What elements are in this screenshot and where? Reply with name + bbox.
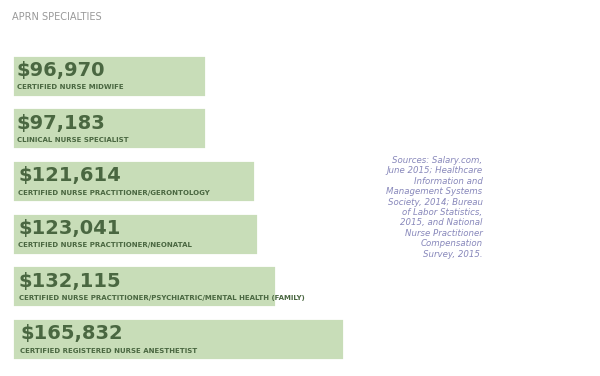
Text: $96,970: $96,970 — [17, 61, 106, 80]
FancyBboxPatch shape — [12, 318, 344, 360]
Text: CERTIFIED NURSE PRACTITIONER/GERONTOLOGY: CERTIFIED NURSE PRACTITIONER/GERONTOLOGY — [18, 190, 210, 196]
Text: $123,041: $123,041 — [18, 219, 121, 238]
Text: CERTIFIED NURSE PRACTITIONER/NEONATAL: CERTIFIED NURSE PRACTITIONER/NEONATAL — [18, 242, 192, 248]
FancyBboxPatch shape — [12, 265, 276, 307]
Text: $97,183: $97,183 — [17, 114, 106, 132]
FancyBboxPatch shape — [12, 160, 255, 202]
Text: CERTIFIED REGISTERED NURSE ANESTHETIST: CERTIFIED REGISTERED NURSE ANESTHETIST — [20, 347, 197, 353]
Text: Sources: Salary.com,
June 2015; Healthcare
Information and
Management Systems
So: Sources: Salary.com, June 2015; Healthca… — [386, 156, 482, 259]
Text: CERTIFIED NURSE PRACTITIONER/PSYCHIATRIC/MENTAL HEALTH (FAMILY): CERTIFIED NURSE PRACTITIONER/PSYCHIATRIC… — [19, 295, 304, 301]
FancyBboxPatch shape — [12, 212, 258, 255]
FancyBboxPatch shape — [12, 55, 206, 97]
Text: CERTIFIED NURSE MIDWIFE: CERTIFIED NURSE MIDWIFE — [17, 84, 124, 90]
Text: $132,115: $132,115 — [19, 271, 121, 291]
Text: APRN SPECIALTIES: APRN SPECIALTIES — [12, 12, 101, 22]
FancyBboxPatch shape — [12, 107, 206, 149]
Text: CLINICAL NURSE SPECIALIST: CLINICAL NURSE SPECIALIST — [17, 137, 128, 143]
Text: $121,614: $121,614 — [18, 166, 121, 185]
Text: $165,832: $165,832 — [20, 324, 123, 343]
